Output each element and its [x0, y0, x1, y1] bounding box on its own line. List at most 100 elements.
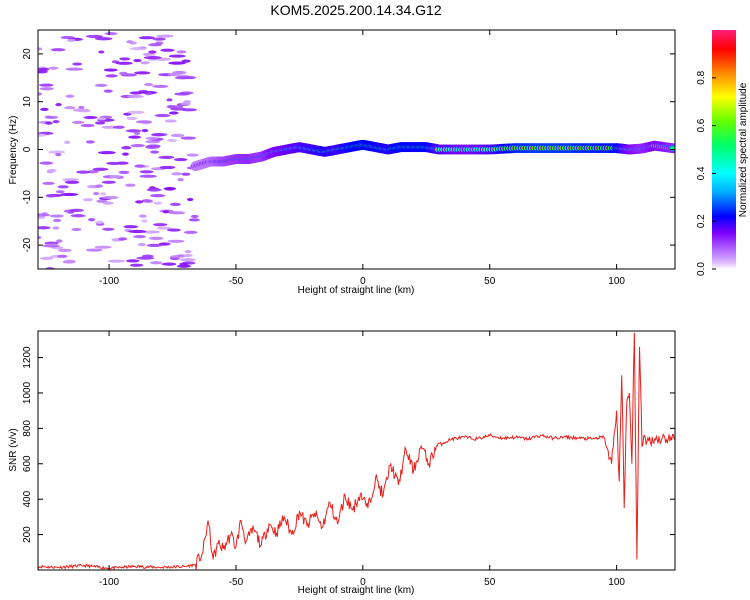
spectrogram-noise-cell [146, 188, 162, 192]
spectrogram-noise-cell [167, 138, 178, 143]
spectrogram-noise-cell [167, 239, 185, 243]
spectrogram-noise-cell [45, 121, 53, 125]
snr-ytick-label: 1200 [22, 346, 33, 369]
spectrogram-noise-cell [98, 150, 116, 155]
spectrogram-noise-cell [126, 40, 133, 44]
colorbar-tick-label: 0.4 [696, 166, 707, 180]
snr-ylabel: SNR (v/v) [8, 428, 19, 471]
spectrogram-noise-cell [50, 48, 66, 52]
spectrogram-noise-cell [167, 72, 181, 77]
spectrogram-noise-cell [57, 248, 72, 252]
spectrogram-noise-cell [144, 92, 153, 96]
spectrogram-noise-cell [179, 262, 189, 266]
spectrogram-noise-cell [153, 201, 163, 205]
spectrogram-noise-cell [143, 56, 162, 60]
spectrogram-noise-cell [65, 94, 75, 98]
spectrogram-xtick-label: -50 [229, 276, 244, 287]
spectrogram-noise-cell [94, 245, 112, 249]
spectrogram-noise-cell [118, 170, 130, 174]
spectrogram-noise-cell [134, 131, 141, 135]
spectrogram-noise-cell [105, 74, 118, 78]
spectrogram-noise-cell [52, 119, 60, 124]
spectrogram-noise-cell [106, 161, 122, 166]
spectrogram-noise-cell [133, 235, 146, 239]
spectrogram-noise-cell [125, 129, 142, 133]
spectrogram-noise-cell [153, 223, 168, 227]
spectrogram-noise-cell [38, 92, 43, 96]
spectrogram-noise-cell [174, 92, 191, 96]
spectrogram-noise-cell [96, 117, 107, 121]
spectrogram-noise-cell [135, 120, 153, 124]
spectrogram-noise-cell [70, 214, 85, 218]
spectrogram-noise-cell [38, 133, 47, 137]
spectrogram-noise-cell [98, 50, 105, 54]
spectrogram-noise-cell [142, 230, 160, 234]
spectrogram-noise-cell [122, 152, 129, 156]
spectrogram-noise-cell [163, 186, 177, 191]
spectrogram-noise-cell [186, 197, 194, 202]
spectrogram-noise-cell [38, 213, 51, 217]
spectrogram-xtick-label: 0 [360, 276, 366, 287]
spectrogram-noise-cell [52, 218, 62, 223]
spectrogram-noise-cell [177, 177, 184, 182]
spectrogram-noise-cell [95, 220, 104, 224]
spectrogram-noise-cell [179, 258, 196, 262]
colorbar-tick-label: 0.0 [696, 262, 707, 276]
spectrogram-noise-cell [129, 47, 147, 51]
spectrogram-noise-cell [62, 178, 79, 182]
spectrogram-noise-cell [151, 133, 168, 137]
spectrogram-noise-cell [173, 157, 188, 162]
spectrogram-noise-cell [76, 170, 91, 174]
spectrogram-noise-cell [55, 190, 65, 194]
spectrogram-noise-cell [133, 58, 142, 63]
spectrogram-noise-cell [38, 235, 42, 240]
colorbar: 0.0 0.2 0.4 0.6 0.8 Normalized spectral ampl… [696, 30, 749, 276]
spectrogram-noise-cell [121, 146, 132, 150]
spectrogram-noise-cell [38, 47, 43, 51]
spectrogram-noise-cell [148, 236, 164, 240]
snr-ytick-label: 400 [22, 490, 33, 507]
spectrogram-noise-cell [104, 31, 118, 36]
spectrogram-noise-cell [55, 103, 62, 107]
spectrogram-noise-cell [71, 227, 82, 232]
spectrogram-noise-cell [137, 242, 147, 247]
spectrogram-noise-cell [171, 172, 183, 176]
spectrogram-noise-cell [128, 229, 147, 234]
spectrogram-noise-cell [83, 115, 98, 120]
spectrogram-noise-cell [66, 38, 76, 43]
spectrogram-noise-cell [140, 61, 150, 65]
spectrogram-noise-cell [166, 104, 176, 109]
spectrogram-noise-cell [112, 238, 120, 242]
spectrogram-noise-cell [57, 185, 69, 189]
spectrogram-noise-cell [101, 180, 116, 184]
spectrogram-noise-cell [102, 227, 115, 231]
spectrogram-noise-cell [148, 50, 157, 54]
spectrogram-noise-cell [174, 76, 190, 80]
spectrogram-noise-cell [48, 66, 59, 70]
spectrogram-noise-cell [184, 250, 192, 254]
spectrogram-noise-cell [180, 102, 191, 106]
spectrogram-noise-cell [127, 110, 145, 114]
spectrogram-noise-cell [88, 218, 96, 222]
spectrogram-noise-cell [39, 161, 54, 165]
spectrogram-noise-cell [190, 214, 199, 219]
spectrogram-noise-cell [115, 61, 133, 65]
spectrogram-noise-cell [56, 239, 63, 243]
spectrogram-noise-cell [164, 119, 177, 123]
spectrogram-ytick-label: 20 [22, 48, 33, 60]
spectrogram-noise-cell [82, 198, 94, 202]
spectrogram-xtick-label: 100 [608, 276, 625, 287]
spectrogram-noise-cell [176, 264, 191, 268]
spectrogram-noise-cell [118, 237, 128, 241]
spectrogram-noise-cell [95, 184, 104, 188]
spectrogram-noise-cell [65, 67, 84, 71]
spectrogram-noise-cell [145, 140, 161, 144]
spectrogram-noise-cell [183, 253, 193, 258]
spectrogram-noise-cell [38, 83, 54, 87]
spectrogram-noise-cell [63, 259, 76, 263]
spectrogram-noise-cell [180, 136, 196, 140]
spectrogram-noise-cell [135, 200, 144, 204]
spectrogram-xtick-label: 50 [484, 276, 496, 287]
spectrogram-ytick-label: 0 [22, 146, 33, 152]
spectrogram-noise-cell [134, 164, 146, 168]
